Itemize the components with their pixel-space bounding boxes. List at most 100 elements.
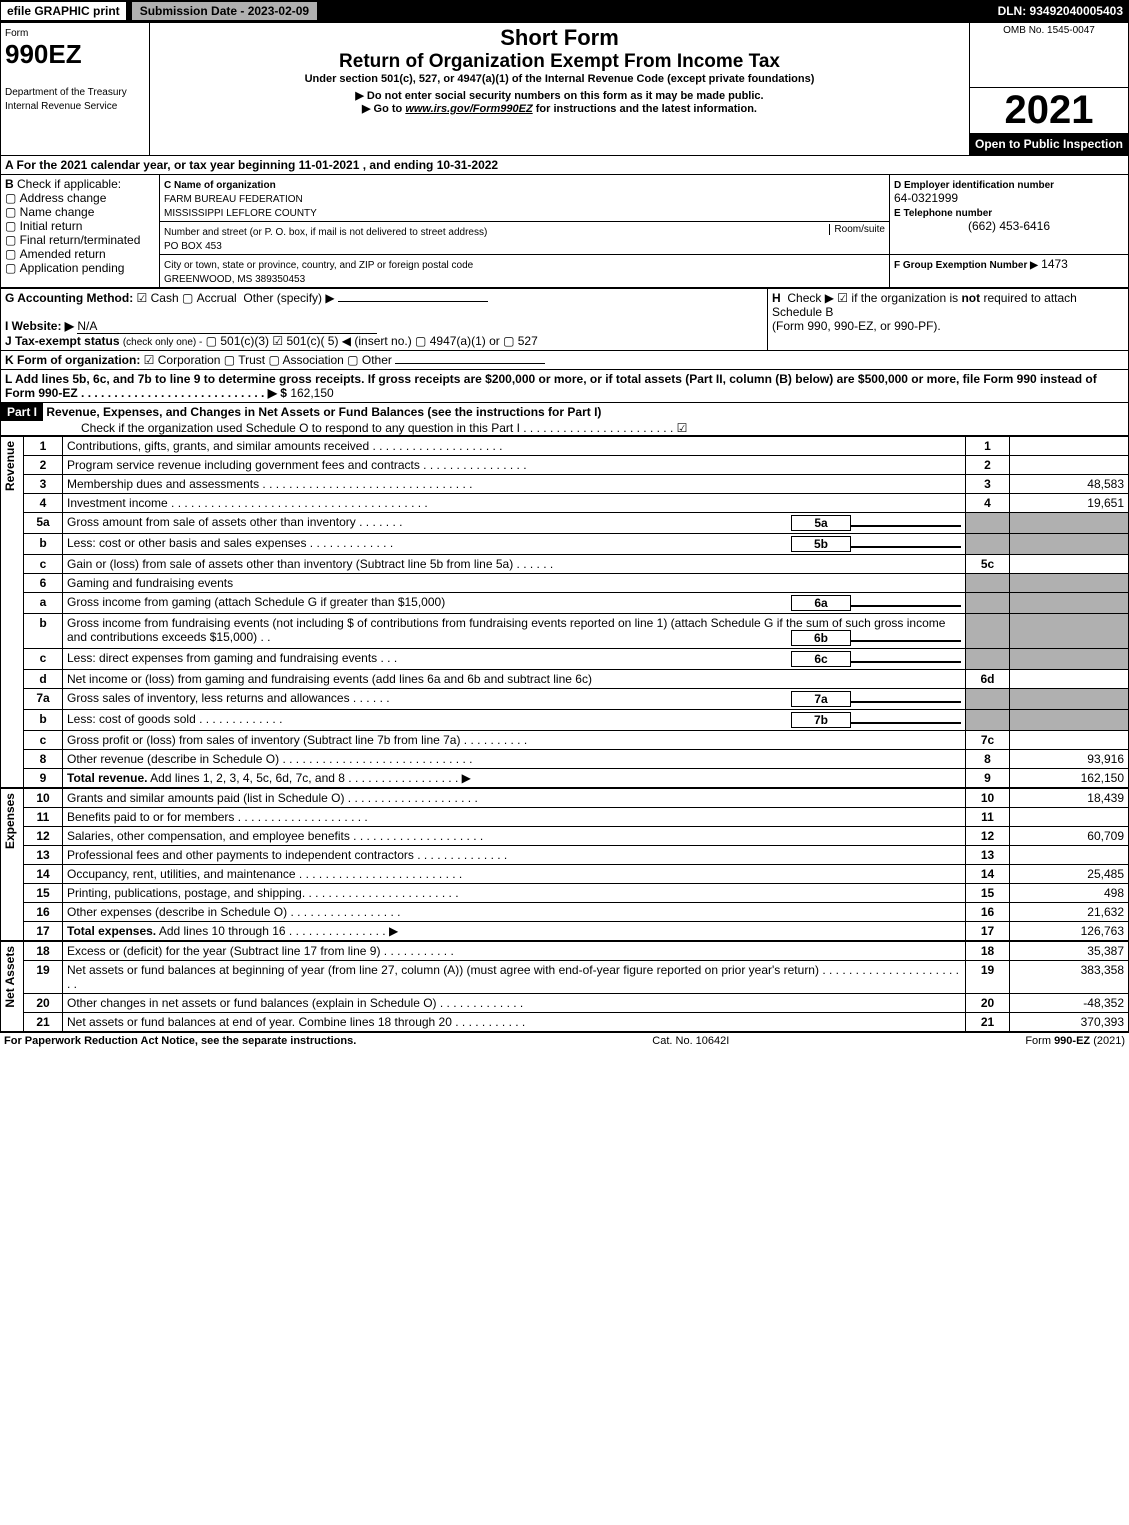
line-number: c [24, 730, 63, 749]
check-if-applicable: Check if applicable: [17, 177, 121, 191]
section-j-label: J Tax-exempt status [5, 334, 120, 348]
line-box: 8 [966, 749, 1010, 768]
other-org-input[interactable] [395, 363, 545, 364]
chk-cash[interactable]: ☑ [137, 291, 151, 305]
line-desc: Gain or (loss) from sale of assets other… [63, 554, 966, 573]
chk-final-return[interactable]: ▢ [5, 233, 20, 247]
line-row: cLess: direct expenses from gaming and f… [1, 648, 1129, 669]
line-number: 8 [24, 749, 63, 768]
opt-other-specify: Other (specify) ▶ [243, 291, 334, 305]
chk-initial-return[interactable]: ▢ [5, 219, 20, 233]
line-value: 383,358 [1010, 960, 1129, 993]
line-number: a [24, 592, 63, 613]
line-value: 21,632 [1010, 902, 1129, 921]
opt-amended-return: Amended return [20, 247, 106, 261]
chk-accrual[interactable]: ▢ [182, 291, 197, 305]
website-value: N/A [77, 319, 377, 334]
line-number: c [24, 648, 63, 669]
line-value [1010, 845, 1129, 864]
footer-right: Form 990-EZ (2021) [1025, 1035, 1125, 1047]
line-row: 17Total expenses. Add lines 10 through 1… [1, 921, 1129, 940]
line-row: 2Program service revenue including gover… [1, 455, 1129, 474]
line-row: Expenses10Grants and similar amounts pai… [1, 788, 1129, 807]
line-row: Net Assets18Excess or (deficit) for the … [1, 941, 1129, 960]
chk-application-pending[interactable]: ▢ [5, 261, 20, 275]
top-bar: efile GRAPHIC print Submission Date - 20… [0, 0, 1129, 22]
line-row: 20Other changes in net assets or fund ba… [1, 993, 1129, 1012]
line-number: 9 [24, 768, 63, 787]
line-box: 2 [966, 455, 1010, 474]
form-label: Form [5, 28, 28, 39]
note-link-prefix: ▶ Go to [362, 103, 405, 115]
chk-name-change[interactable]: ▢ [5, 205, 20, 219]
line-box: 5c [966, 554, 1010, 573]
line-value [1010, 688, 1129, 709]
other-specify-input[interactable] [338, 301, 488, 302]
part1-title: Revenue, Expenses, and Changes in Net As… [46, 405, 601, 419]
line-desc: Less: cost or other basis and sales expe… [63, 533, 966, 554]
line-box: 13 [966, 845, 1010, 864]
line-value [1010, 730, 1129, 749]
line-box [966, 613, 1010, 648]
line-desc: Gross income from fundraising events (no… [63, 613, 966, 648]
line-row: 11Benefits paid to or for members . . . … [1, 807, 1129, 826]
line-box [966, 648, 1010, 669]
line-value [1010, 592, 1129, 613]
line-value [1010, 455, 1129, 474]
opt-name-change: Name change [20, 205, 95, 219]
sub-box-label: 6a [791, 595, 851, 611]
form-of-org-opts[interactable]: ☑ Corporation ▢ Trust ▢ Association ▢ Ot… [144, 353, 392, 367]
section-h-text2: (Form 990, 990-EZ, or 990-PF). [772, 319, 941, 333]
line-desc: Gross profit or (loss) from sales of inv… [63, 730, 966, 749]
line-box [966, 512, 1010, 533]
line-box [966, 573, 1010, 592]
line-value: 35,387 [1010, 941, 1129, 960]
section-h-label: H [772, 291, 781, 305]
line-row: bLess: cost of goods sold . . . . . . . … [1, 709, 1129, 730]
opt-cash: Cash [151, 291, 179, 305]
line-value [1010, 533, 1129, 554]
city-value: GREENWOOD, MS 389350453 [164, 274, 305, 285]
line-value [1010, 709, 1129, 730]
line-desc: Benefits paid to or for members . . . . … [63, 807, 966, 826]
line-value: 370,393 [1010, 1012, 1129, 1031]
line-number: 12 [24, 826, 63, 845]
line-box [966, 592, 1010, 613]
line-value [1010, 669, 1129, 688]
group-exemption-value: 1473 [1041, 257, 1068, 271]
line-desc: Investment income . . . . . . . . . . . … [63, 493, 966, 512]
line-desc: Contributions, gifts, grants, and simila… [63, 436, 966, 455]
line-desc: Other expenses (describe in Schedule O) … [63, 902, 966, 921]
efile-print-label[interactable]: efile GRAPHIC print [0, 1, 127, 21]
chk-amended-return[interactable]: ▢ [5, 247, 20, 261]
opt-application-pending: Application pending [20, 261, 125, 275]
line-number: 7a [24, 688, 63, 709]
line-desc: Net income or (loss) from gaming and fun… [63, 669, 966, 688]
instructions-link[interactable]: www.irs.gov/Form990EZ [405, 103, 532, 115]
form-header: Form 990EZ Department of the Treasury In… [0, 22, 1129, 156]
line-number: 2 [24, 455, 63, 474]
sub-box-label: 7b [791, 712, 851, 728]
sub-box-value [851, 546, 961, 548]
line-number: 1 [24, 436, 63, 455]
inspection-box: Open to Public Inspection [970, 133, 1128, 155]
chk-address-change[interactable]: ▢ [5, 191, 20, 205]
chk-schedule-b[interactable]: ☑ [837, 291, 848, 305]
gross-receipts-value: 162,150 [290, 386, 333, 400]
sub-box-label: 7a [791, 691, 851, 707]
revenue-table: Revenue1Contributions, gifts, grants, an… [0, 436, 1129, 788]
section-k-label: K Form of organization: [5, 353, 140, 367]
line-desc: Excess or (deficit) for the year (Subtra… [63, 941, 966, 960]
line-desc: Net assets or fund balances at beginning… [63, 960, 966, 993]
ein-value: 64-0321999 [894, 191, 958, 205]
line-number: 20 [24, 993, 63, 1012]
line-box: 9 [966, 768, 1010, 787]
line-desc: Total expenses. Add lines 10 through 16 … [63, 921, 966, 940]
tax-exempt-opts[interactable]: ▢ 501(c)(3) ☑ 501(c)( 5) ◀ (insert no.) … [206, 334, 538, 348]
section-f-label: F Group Exemption Number ▶ [894, 260, 1038, 271]
sub-box-value [851, 525, 961, 527]
line-box: 18 [966, 941, 1010, 960]
opt-final-return: Final return/terminated [20, 233, 141, 247]
line-row: 3Membership dues and assessments . . . .… [1, 474, 1129, 493]
line-value [1010, 512, 1129, 533]
